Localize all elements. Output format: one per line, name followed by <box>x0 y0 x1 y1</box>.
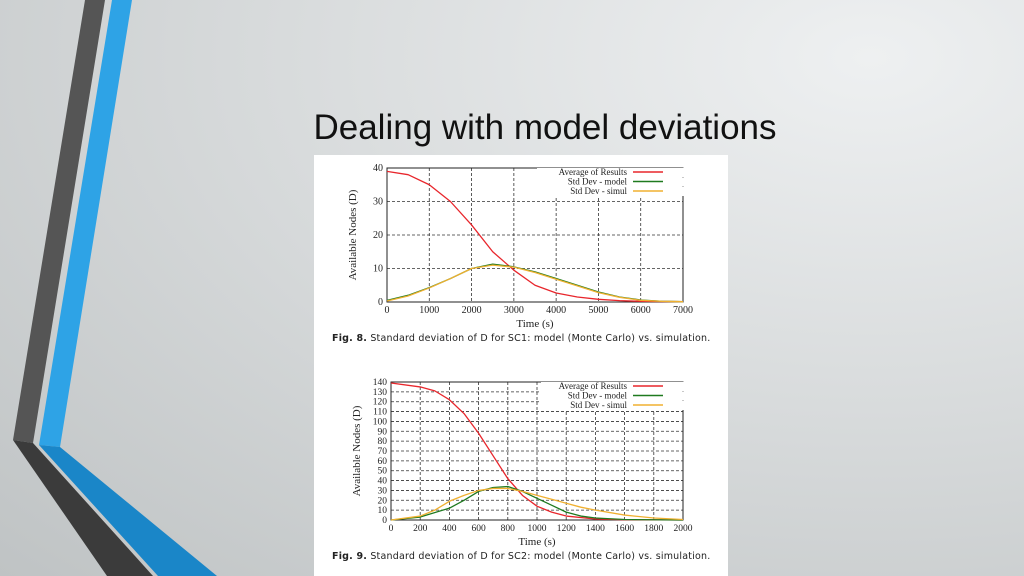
x-tick-label: 200 <box>413 524 428 534</box>
x-tick-label: 600 <box>471 524 486 534</box>
y-tick-label: 70 <box>378 447 388 457</box>
y-tick-label: 140 <box>373 378 388 388</box>
y-tick-label: 100 <box>373 417 388 427</box>
plot-frame <box>390 381 684 521</box>
x-tick-label: 1200 <box>557 524 576 534</box>
x-tick-label: 6000 <box>631 305 651 316</box>
series-line-0 <box>390 382 684 521</box>
legend-bg <box>541 382 711 391</box>
caption-label: Fig. 8. <box>332 333 368 344</box>
x-tick-label: 7000 <box>673 305 693 316</box>
blue-stripe-lower <box>39 445 217 576</box>
x-tick-label: 1000 <box>419 305 439 316</box>
x-tick-label: 2000 <box>462 305 482 316</box>
caption-label: Fig. 9. <box>332 551 368 562</box>
y-tick-label: 0 <box>382 516 387 526</box>
legend-label: Std Dev - simul <box>570 186 627 196</box>
y-tick-label: 40 <box>378 477 388 487</box>
x-tick-label: 1600 <box>615 524 634 534</box>
figure-image: 0 10 20 30 40 0 1000 2000 3000 4000 5000 6000 7000 Ti… <box>314 155 728 576</box>
legend-bg <box>537 177 707 187</box>
y-tick-label: 10 <box>373 264 383 275</box>
x-tick-label: 3000 <box>504 305 524 316</box>
legend-label: Std Dev - model <box>568 177 628 187</box>
series-line-2 <box>386 264 684 303</box>
x-tick-label: 2000 <box>674 524 693 534</box>
y-tick-label: 110 <box>373 408 387 418</box>
x-tick-label: 0 <box>389 524 394 534</box>
plot-frame <box>386 167 684 303</box>
y-tick-label: 60 <box>378 457 388 467</box>
y-tick-label: 90 <box>378 427 388 437</box>
legend-bg <box>541 401 711 410</box>
y-tick-label: 0 <box>378 297 383 308</box>
legend-label: Average of Results <box>559 167 628 177</box>
y-tick-label: 120 <box>373 398 388 408</box>
x-tick-label: 1000 <box>528 524 547 534</box>
x-tick-label: 0 <box>385 305 390 316</box>
x-tick-label: 400 <box>442 524 457 534</box>
x-tick-label: 1800 <box>644 524 663 534</box>
legend-label: Average of Results <box>559 381 628 391</box>
legend-bg <box>537 187 707 196</box>
caption-text: Standard deviation of D for SC2: model (… <box>370 551 711 562</box>
blue-stripe-upper <box>39 0 132 447</box>
dark-stripe-upper <box>13 0 105 443</box>
chart-sc1: 0 10 20 30 40 0 1000 2000 3000 4000 5000 6000 7000 Ti… <box>347 163 707 330</box>
legend-bg <box>541 391 711 401</box>
y-axis-label: Available Nodes (D) <box>351 405 363 496</box>
x-axis-label: Time (s) <box>516 318 554 330</box>
series-line-0 <box>386 170 684 303</box>
legend-bg <box>537 168 707 177</box>
x-tick-label: 5000 <box>588 305 608 316</box>
y-tick-label: 30 <box>373 197 383 208</box>
y-tick-label: 50 <box>378 467 388 477</box>
dark-stripe-lower <box>13 440 153 576</box>
y-tick-label: 80 <box>378 437 388 447</box>
y-tick-label: 30 <box>378 486 388 496</box>
legend-label: Std Dev - simul <box>570 400 627 410</box>
y-axis-label: Available Nodes (D) <box>347 189 359 280</box>
x-tick-label: 4000 <box>546 305 566 316</box>
y-tick-label: 20 <box>373 230 383 241</box>
y-tick-label: 130 <box>373 388 388 398</box>
series-line-2 <box>390 487 684 521</box>
slide-title: Dealing with model deviations <box>313 108 777 147</box>
x-tick-label: 800 <box>501 524 516 534</box>
y-tick-label: 10 <box>378 506 388 516</box>
caption-fig8: Fig. 8. Standard deviation of D for SC1:… <box>332 333 724 344</box>
x-axis-label: Time (s) <box>518 536 556 548</box>
caption-text: Standard deviation of D for SC1: model (… <box>370 333 711 344</box>
y-tick-label: 40 <box>373 163 383 174</box>
y-tick-label: 20 <box>378 496 388 506</box>
x-tick-label: 1400 <box>586 524 605 534</box>
caption-fig9: Fig. 9. Standard deviation of D for SC2:… <box>332 551 724 562</box>
legend-label: Std Dev - model <box>568 391 628 401</box>
series-line-1 <box>386 263 684 303</box>
